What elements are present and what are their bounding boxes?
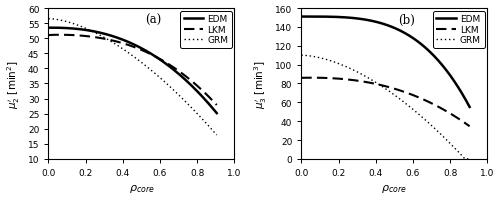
EDM	[436, 61, 442, 63]
LKM	[126, 45, 132, 47]
LKM	[309, 77, 315, 79]
GRM	[136, 60, 142, 63]
EDM	[462, 99, 468, 101]
EDM	[379, 23, 385, 26]
EDM	[398, 31, 404, 33]
LKM	[214, 104, 220, 107]
Text: (a): (a)	[145, 14, 162, 26]
LKM	[46, 35, 52, 37]
EDM	[184, 80, 190, 82]
X-axis label: $\rho_{core}$: $\rho_{core}$	[382, 183, 407, 194]
EDM	[214, 112, 220, 115]
GRM	[463, 158, 469, 160]
GRM	[126, 52, 132, 55]
Legend: EDM, LKM, GRM: EDM, LKM, GRM	[180, 12, 232, 48]
GRM	[378, 85, 384, 88]
Line: LKM: LKM	[302, 78, 470, 127]
GRM	[466, 158, 472, 160]
GRM	[462, 158, 468, 160]
LKM	[57, 34, 63, 37]
GRM	[298, 55, 304, 57]
LKM	[399, 90, 405, 93]
EDM	[46, 27, 52, 30]
LKM	[146, 53, 152, 55]
LKM	[463, 123, 469, 125]
EDM	[390, 27, 396, 29]
GRM	[146, 68, 152, 70]
GRM	[214, 134, 220, 137]
X-axis label: $\rho_{core}$: $\rho_{core}$	[128, 183, 154, 194]
EDM	[146, 52, 152, 54]
LKM	[378, 85, 384, 87]
Legend: EDM, LKM, GRM: EDM, LKM, GRM	[433, 12, 484, 48]
Line: GRM: GRM	[302, 56, 470, 159]
LKM	[184, 76, 190, 79]
Text: (b): (b)	[398, 14, 415, 26]
EDM	[136, 47, 142, 49]
GRM	[398, 99, 404, 102]
Y-axis label: $\mu^{\prime}_2$ [min$^2$]: $\mu^{\prime}_2$ [min$^2$]	[6, 60, 22, 108]
Y-axis label: $\mu^{\prime}_3$ [min$^3$]: $\mu^{\prime}_3$ [min$^3$]	[252, 60, 270, 108]
GRM	[379, 86, 385, 88]
GRM	[436, 132, 442, 134]
Line: GRM: GRM	[48, 20, 216, 135]
EDM	[298, 16, 304, 19]
Line: LKM: LKM	[48, 36, 216, 105]
LKM	[390, 88, 396, 90]
GRM	[126, 53, 132, 55]
Line: EDM: EDM	[302, 17, 470, 107]
LKM	[466, 125, 472, 128]
GRM	[46, 18, 52, 21]
LKM	[210, 100, 216, 103]
GRM	[184, 102, 190, 104]
LKM	[137, 49, 143, 51]
EDM	[210, 108, 216, 110]
GRM	[390, 93, 396, 95]
LKM	[298, 77, 304, 80]
LKM	[126, 45, 132, 47]
GRM	[210, 130, 216, 132]
EDM	[126, 42, 132, 44]
EDM	[126, 42, 132, 44]
LKM	[436, 107, 442, 109]
LKM	[380, 85, 386, 87]
EDM	[466, 106, 472, 109]
Line: EDM: EDM	[48, 29, 216, 114]
EDM	[378, 23, 384, 25]
